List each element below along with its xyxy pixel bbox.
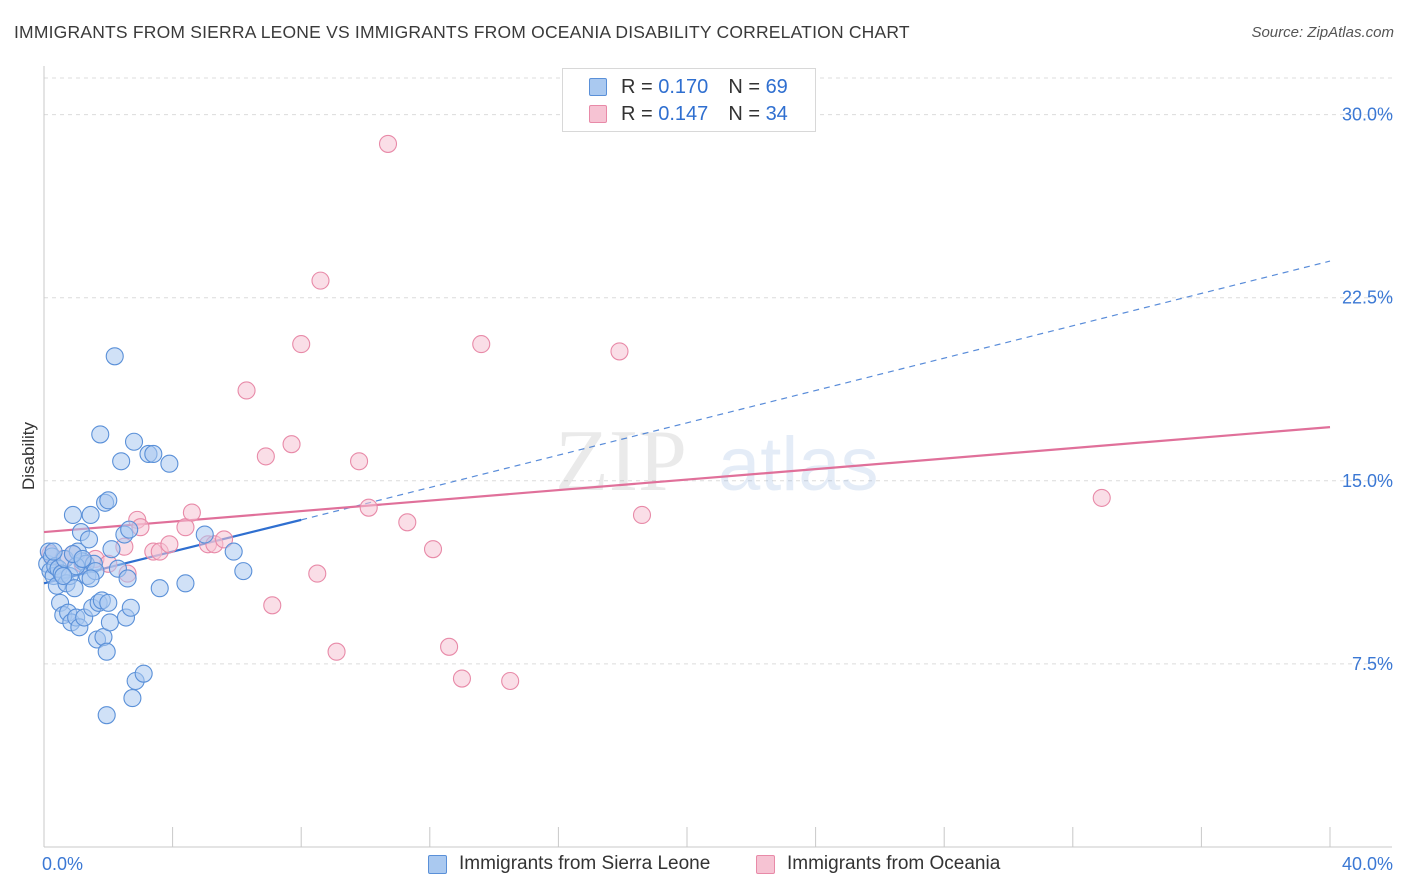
legend-r-label: R =	[621, 102, 653, 125]
oceania-point	[327, 642, 346, 661]
sierra-leone-point	[234, 562, 253, 581]
oceania-point	[452, 669, 472, 688]
sierra-leone-point	[102, 540, 121, 559]
sierra-leone-point	[118, 569, 137, 588]
legend-swatch-pink	[589, 105, 607, 123]
legend-n-value: 34	[765, 102, 788, 125]
sierra-leone-point	[81, 505, 100, 525]
oceania-point	[632, 505, 652, 525]
sierra-leone-point	[97, 706, 116, 725]
oceania-point	[292, 335, 311, 354]
y-tick-label: 30.0%	[1342, 105, 1393, 125]
oceania-point	[237, 381, 256, 400]
sierra-leone-point	[65, 579, 84, 598]
oceania-point	[501, 671, 520, 691]
sierra-leone-point	[120, 520, 139, 539]
oceania-point	[359, 498, 378, 517]
oceania-point	[263, 596, 282, 615]
sierra-leone-point	[99, 491, 118, 510]
watermark-zip: ZIP	[555, 413, 687, 510]
sierra-leone-point	[112, 452, 131, 471]
chart-title: IMMIGRANTS FROM SIERRA LEONE VS IMMIGRAN…	[14, 22, 910, 42]
oceania-point	[1092, 488, 1111, 507]
watermark: ZIP atlas	[555, 413, 879, 510]
sierra-leone-point	[63, 505, 82, 525]
oceania-point	[472, 335, 491, 354]
oceania-point	[282, 435, 301, 454]
y-tick-label: 22.5%	[1342, 288, 1393, 308]
sierra-leone-point	[160, 454, 179, 473]
bottom-legend-label: Immigrants from Sierra Leone	[459, 853, 711, 874]
oceania-point	[423, 540, 443, 559]
sierra-leone-point	[91, 425, 110, 444]
sierra-leone-point	[79, 530, 99, 549]
legend-r-label: R =	[621, 75, 653, 98]
sierra-leone-point	[99, 593, 118, 612]
oceania-point	[378, 134, 398, 153]
sierra-leone-point	[100, 613, 119, 632]
y-axis-label: Disability	[19, 421, 38, 490]
sierra-leone-point	[123, 689, 142, 708]
sierra-leone-point	[81, 569, 100, 588]
bottom-swatch-pink	[756, 854, 775, 874]
legend-row-oceania: R = 0.147 N = 34	[589, 101, 788, 127]
oceania-point	[160, 535, 179, 554]
sierra-leone-point	[134, 664, 153, 683]
sierra-leone-point	[54, 566, 73, 586]
sierra-leone-point	[176, 574, 195, 593]
legend-swatch-blue	[589, 78, 607, 96]
x-tick-label: 40.0%	[1342, 854, 1393, 874]
y-tick-label: 7.5%	[1352, 654, 1393, 674]
data-points	[38, 134, 1111, 725]
sierra-leone-point	[97, 642, 116, 661]
sierra-leone-point	[150, 579, 169, 598]
tick-labels: 7.5% 15.0% 22.5% 30.0% 0.0% 40.0%	[42, 105, 1393, 874]
sierra-leone-trend-extension	[301, 260, 1331, 521]
legend-r-value: 0.170	[658, 75, 709, 98]
oceania-point	[182, 503, 201, 522]
legend: R = 0.170 N = 69 R = 0.147 N = 34	[562, 68, 816, 132]
sierra-leone-point	[144, 444, 163, 464]
sierra-leone-point	[121, 598, 140, 617]
axes-layer	[43, 66, 1392, 848]
legend-n-label: N =	[728, 75, 760, 98]
bottom-legend-label: Immigrants from Oceania	[787, 853, 1001, 874]
oceania-trend-line	[43, 426, 1331, 534]
sierra-leone-point	[105, 347, 124, 366]
sierra-leone-point	[224, 542, 243, 561]
legend-n-label: N =	[728, 102, 760, 125]
oceania-point	[398, 513, 417, 532]
bottom-legend-oceania: Immigrants from Oceania	[756, 852, 1000, 876]
sierra-leone-point	[73, 549, 92, 568]
trend-lines	[43, 260, 1331, 585]
bottom-swatch-blue	[428, 854, 447, 874]
sierra-leone-point	[44, 542, 63, 561]
watermark-atlas: atlas	[718, 422, 879, 507]
x-tick-label: 0.0%	[42, 854, 83, 874]
oceania-point	[440, 637, 459, 656]
oceania-point	[350, 452, 369, 471]
source-credit: Source: ZipAtlas.com	[1251, 24, 1394, 41]
y-tick-label: 15.0%	[1342, 471, 1393, 491]
oceania-point	[610, 342, 629, 361]
sierra-leone-point	[124, 432, 144, 451]
legend-n-value: 69	[765, 75, 788, 98]
oceania-point	[311, 271, 330, 290]
oceania-point	[214, 530, 234, 549]
bottom-legend-sierra-leone: Immigrants from Sierra Leone	[428, 852, 710, 876]
legend-r-value: 0.147	[658, 102, 709, 125]
oceania-point	[308, 564, 327, 583]
legend-row-sierra-leone: R = 0.170 N = 69	[589, 74, 788, 100]
sierra-leone-point	[195, 525, 214, 544]
oceania-point	[256, 447, 275, 466]
